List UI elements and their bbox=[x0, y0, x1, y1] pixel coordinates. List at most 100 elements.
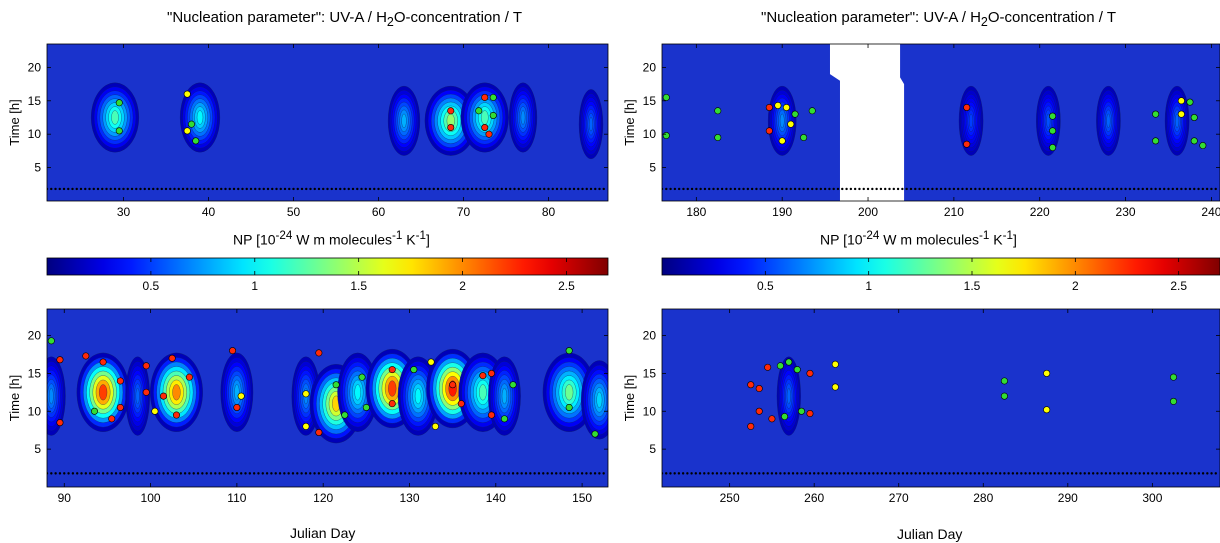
event-marker-yellow bbox=[1043, 369, 1051, 377]
x-tick-label: 110 bbox=[227, 491, 246, 505]
event-marker-green bbox=[797, 407, 805, 415]
plot-frame bbox=[46, 308, 609, 488]
event-marker-green bbox=[362, 403, 370, 411]
contour-blob bbox=[179, 82, 221, 153]
event-marker-red bbox=[806, 369, 814, 377]
event-marker-green bbox=[1190, 137, 1198, 145]
event-marker-red bbox=[481, 124, 489, 132]
event-marker-yellow bbox=[302, 422, 310, 430]
event-marker-yellow bbox=[302, 390, 310, 398]
heatmap-panel-top-right bbox=[662, 44, 1220, 201]
event-marker-green bbox=[662, 93, 670, 101]
colorbar-unit-left: NP [10-24 W m molecules-1 K-1] bbox=[233, 229, 430, 248]
event-marker-red bbox=[487, 411, 495, 419]
event-marker-green bbox=[489, 93, 497, 101]
y-tick-label: 20 bbox=[643, 329, 657, 343]
contour-blob bbox=[149, 352, 203, 432]
event-marker-green bbox=[785, 358, 793, 366]
event-marker-red bbox=[481, 93, 489, 101]
event-marker-red bbox=[747, 381, 755, 389]
event-marker-red bbox=[229, 347, 237, 355]
chart-title-right: "Nucleation parameter": UV-A / H2O-conce… bbox=[761, 9, 1116, 29]
y-tick-label: 20 bbox=[643, 60, 657, 74]
colorbar-tick-label: 1.5 bbox=[350, 279, 367, 293]
event-marker-red bbox=[755, 407, 763, 415]
event-marker-yellow bbox=[831, 360, 839, 368]
night-dots-row bbox=[47, 472, 605, 475]
event-marker-red bbox=[142, 388, 150, 396]
event-marker-green bbox=[565, 347, 573, 355]
event-marker-red bbox=[116, 377, 124, 385]
event-marker-yellow bbox=[831, 383, 839, 391]
event-marker-red bbox=[315, 349, 323, 357]
contour-blob bbox=[47, 356, 66, 436]
colorbar-tick-label: 0.5 bbox=[757, 279, 774, 293]
colorbar-tick-label: 2.5 bbox=[558, 279, 575, 293]
event-marker-red bbox=[806, 410, 814, 418]
event-marker-red bbox=[963, 103, 971, 111]
event-marker-green bbox=[47, 337, 55, 345]
event-marker-green bbox=[781, 413, 789, 421]
event-marker-red bbox=[447, 124, 455, 132]
x-tick-label: 210 bbox=[944, 205, 964, 219]
night-dots-row bbox=[662, 472, 1217, 475]
event-marker-green bbox=[489, 111, 497, 119]
y-tick-label: 15 bbox=[643, 366, 657, 380]
colorbar-right: 0.5 1 1.5 2 2.5 bbox=[661, 257, 1220, 293]
event-marker-green bbox=[808, 107, 816, 115]
event-marker-green bbox=[591, 430, 599, 438]
event-marker-yellow bbox=[151, 407, 159, 415]
y-tick-label: 15 bbox=[643, 94, 657, 108]
event-marker-red bbox=[99, 358, 107, 366]
event-marker-yellow bbox=[774, 101, 782, 109]
event-marker-red bbox=[108, 415, 116, 423]
contour-blob bbox=[1164, 85, 1190, 156]
contour-blob bbox=[220, 352, 254, 432]
y-tick-label: 10 bbox=[28, 404, 42, 418]
event-marker-yellow bbox=[782, 103, 790, 111]
heatmap-panel-top-left bbox=[47, 44, 608, 201]
event-marker-red bbox=[388, 366, 396, 374]
contour-blob bbox=[958, 85, 984, 156]
event-marker-yellow bbox=[431, 422, 439, 430]
event-marker-green bbox=[1190, 113, 1198, 121]
x-tick-label: 70 bbox=[457, 205, 471, 219]
event-marker-red bbox=[963, 140, 971, 148]
event-marker-green bbox=[1152, 110, 1160, 118]
colorbar-tick-label: 1 bbox=[251, 279, 258, 293]
event-marker-yellow bbox=[183, 90, 191, 98]
x-tick-label: 100 bbox=[141, 491, 161, 505]
event-marker-green bbox=[90, 407, 98, 415]
event-marker-yellow bbox=[778, 137, 786, 145]
event-marker-green bbox=[1000, 392, 1008, 400]
event-marker-green bbox=[1170, 397, 1178, 405]
event-marker-red bbox=[185, 373, 193, 381]
event-marker-red bbox=[142, 362, 150, 370]
colorbar-left: 0.5 1 1.5 2 2.5 bbox=[46, 257, 609, 293]
x-tick-label: 290 bbox=[1058, 491, 1078, 505]
chart-title-left: "Nucleation parameter": UV-A / H2O-conce… bbox=[167, 9, 522, 29]
colorbar-tick-label: 1 bbox=[865, 279, 872, 293]
event-marker-green bbox=[358, 373, 366, 381]
event-marker-green bbox=[1170, 373, 1178, 381]
event-marker-green bbox=[1049, 127, 1057, 135]
event-marker-green bbox=[800, 134, 808, 142]
contour-blob bbox=[1096, 85, 1121, 156]
event-marker-green bbox=[1199, 142, 1207, 150]
event-marker-green bbox=[1049, 144, 1057, 152]
contour-blob bbox=[578, 89, 604, 160]
event-marker-green bbox=[341, 411, 349, 419]
colorbar-tick-label: 2 bbox=[459, 279, 466, 293]
event-marker-red bbox=[457, 400, 465, 408]
event-marker-yellow bbox=[237, 392, 245, 400]
heatmap-panel-bottom-left bbox=[47, 309, 608, 487]
y-tick-label: 20 bbox=[28, 329, 42, 343]
heatmap-background bbox=[662, 44, 1220, 201]
x-tick-label: 230 bbox=[1116, 205, 1136, 219]
x-tick-label: 270 bbox=[889, 491, 909, 505]
event-marker-red bbox=[479, 372, 487, 380]
event-marker-red bbox=[82, 352, 90, 360]
event-marker-green bbox=[1000, 377, 1008, 385]
x-tick-label: 260 bbox=[804, 491, 824, 505]
contour-blob bbox=[488, 356, 521, 436]
